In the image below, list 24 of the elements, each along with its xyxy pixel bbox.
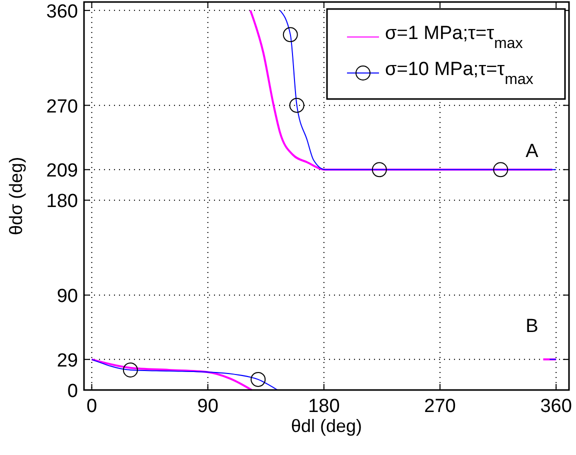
legend-label: σ=10 MPa;τ=τ$_{max}$: [385, 59, 534, 88]
x-tick-label: 270: [424, 396, 456, 417]
x-tick-label: 360: [540, 396, 572, 417]
y-tick-label: 360: [46, 1, 78, 22]
x-tick-label: 180: [308, 396, 340, 417]
y-tick-label: 180: [46, 191, 78, 212]
y-tick-label: 270: [46, 96, 78, 118]
annotation: B: [526, 316, 538, 337]
y-tick-label: 90: [56, 286, 78, 308]
x-axis-title: θdl (deg): [290, 416, 362, 436]
point: [122, 362, 138, 378]
y-tick-label: 0: [67, 381, 78, 402]
point: [289, 98, 304, 113]
y-tick-label: 209: [46, 160, 78, 182]
x-tick-label: 0: [86, 396, 98, 417]
x-tick-label: 90: [197, 396, 218, 417]
point: [250, 372, 266, 387]
legend-label: σ=1 MPa;τ=τ$_{max}$: [385, 23, 524, 52]
point: [372, 162, 387, 178]
annotation: A: [526, 141, 539, 162]
y-tick-label: 29: [56, 350, 78, 372]
y-axis-title: θdσ (deg): [6, 156, 26, 236]
point: [282, 27, 298, 42]
point: [493, 162, 508, 178]
